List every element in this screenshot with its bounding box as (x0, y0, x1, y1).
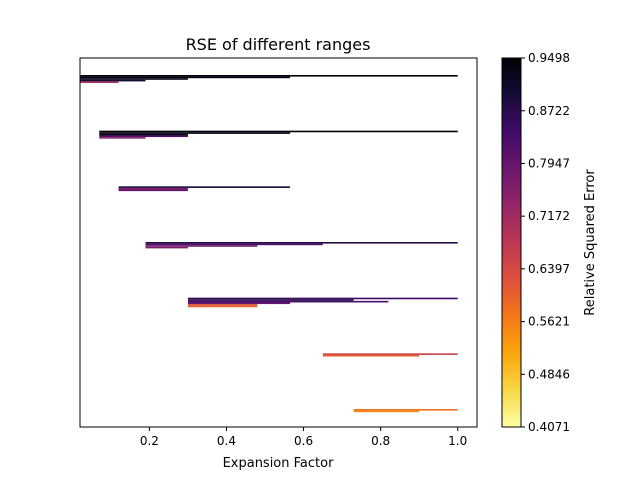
x-axis-label: Expansion Factor (223, 456, 335, 471)
range-segment-1-4 (99, 137, 146, 139)
colorbar-tick-label: 0.7172 (528, 209, 570, 223)
colorbar-tick-label: 0.6397 (528, 262, 570, 276)
range-segment-0-0 (80, 75, 458, 77)
range-segment-3-2 (145, 245, 258, 247)
range-segment-1-3 (99, 135, 188, 138)
range-segment-2-1 (118, 187, 188, 190)
colorbar-tick-label: 0.4846 (528, 367, 570, 381)
x-tick-label: 0.8 (371, 434, 390, 448)
chart-title: RSE of different ranges (186, 35, 371, 54)
range-segment-1-1 (99, 132, 291, 134)
range-segment-2-2 (118, 189, 188, 192)
range-segment-1-0 (99, 130, 458, 133)
range-segment-0-1 (80, 76, 291, 79)
plot-area-frame (79, 57, 478, 428)
colorbar-tick-label: 0.8722 (528, 104, 570, 118)
x-tick-label: 0.6 (294, 434, 313, 448)
range-segment-5-0 (322, 353, 458, 355)
x-axis-ticks: 0.2 0.4 0.6 0.8 1.0 (140, 427, 467, 448)
range-segment-3-0 (145, 242, 458, 244)
range-segment-0-3 (80, 79, 146, 82)
colorbar-tick-label: 0.5621 (528, 315, 570, 329)
range-segment-1-2 (99, 133, 188, 136)
range-segment-2-0 (118, 186, 291, 188)
x-tick-label: 0.2 (140, 434, 159, 448)
range-segment-6-1 (353, 410, 420, 413)
range-segment-0-2 (80, 78, 188, 80)
range-segment-3-1 (145, 243, 323, 246)
range-segment-6-0 (353, 409, 458, 411)
range-segment-3-3 (145, 246, 188, 249)
range-segment-4-2 (187, 300, 389, 303)
range-segment-0-4 (80, 81, 119, 83)
x-tick-label: 1.0 (448, 434, 467, 448)
range-segment-5-1 (322, 354, 420, 357)
colorbar (501, 57, 522, 428)
range-segment-4-0 (187, 297, 458, 300)
x-tick-label: 0.4 (217, 434, 236, 448)
colorbar-ticks: 0.4071 0.4846 0.5621 0.6397 0.7172 0.7947 0.87… (521, 51, 570, 434)
range-segment-4-1 (187, 299, 354, 301)
colorbar-tick-label: 0.9498 (528, 51, 570, 65)
range-bars (80, 75, 458, 413)
range-segment-4-5 (187, 305, 258, 308)
range-segment-4-3 (187, 302, 291, 305)
colorbar-tick-label: 0.7947 (528, 156, 570, 170)
colorbar-tick-label: 0.4071 (528, 420, 570, 434)
range-segment-4-4 (187, 304, 258, 306)
colorbar-label: Relative Squared Error (583, 169, 598, 316)
